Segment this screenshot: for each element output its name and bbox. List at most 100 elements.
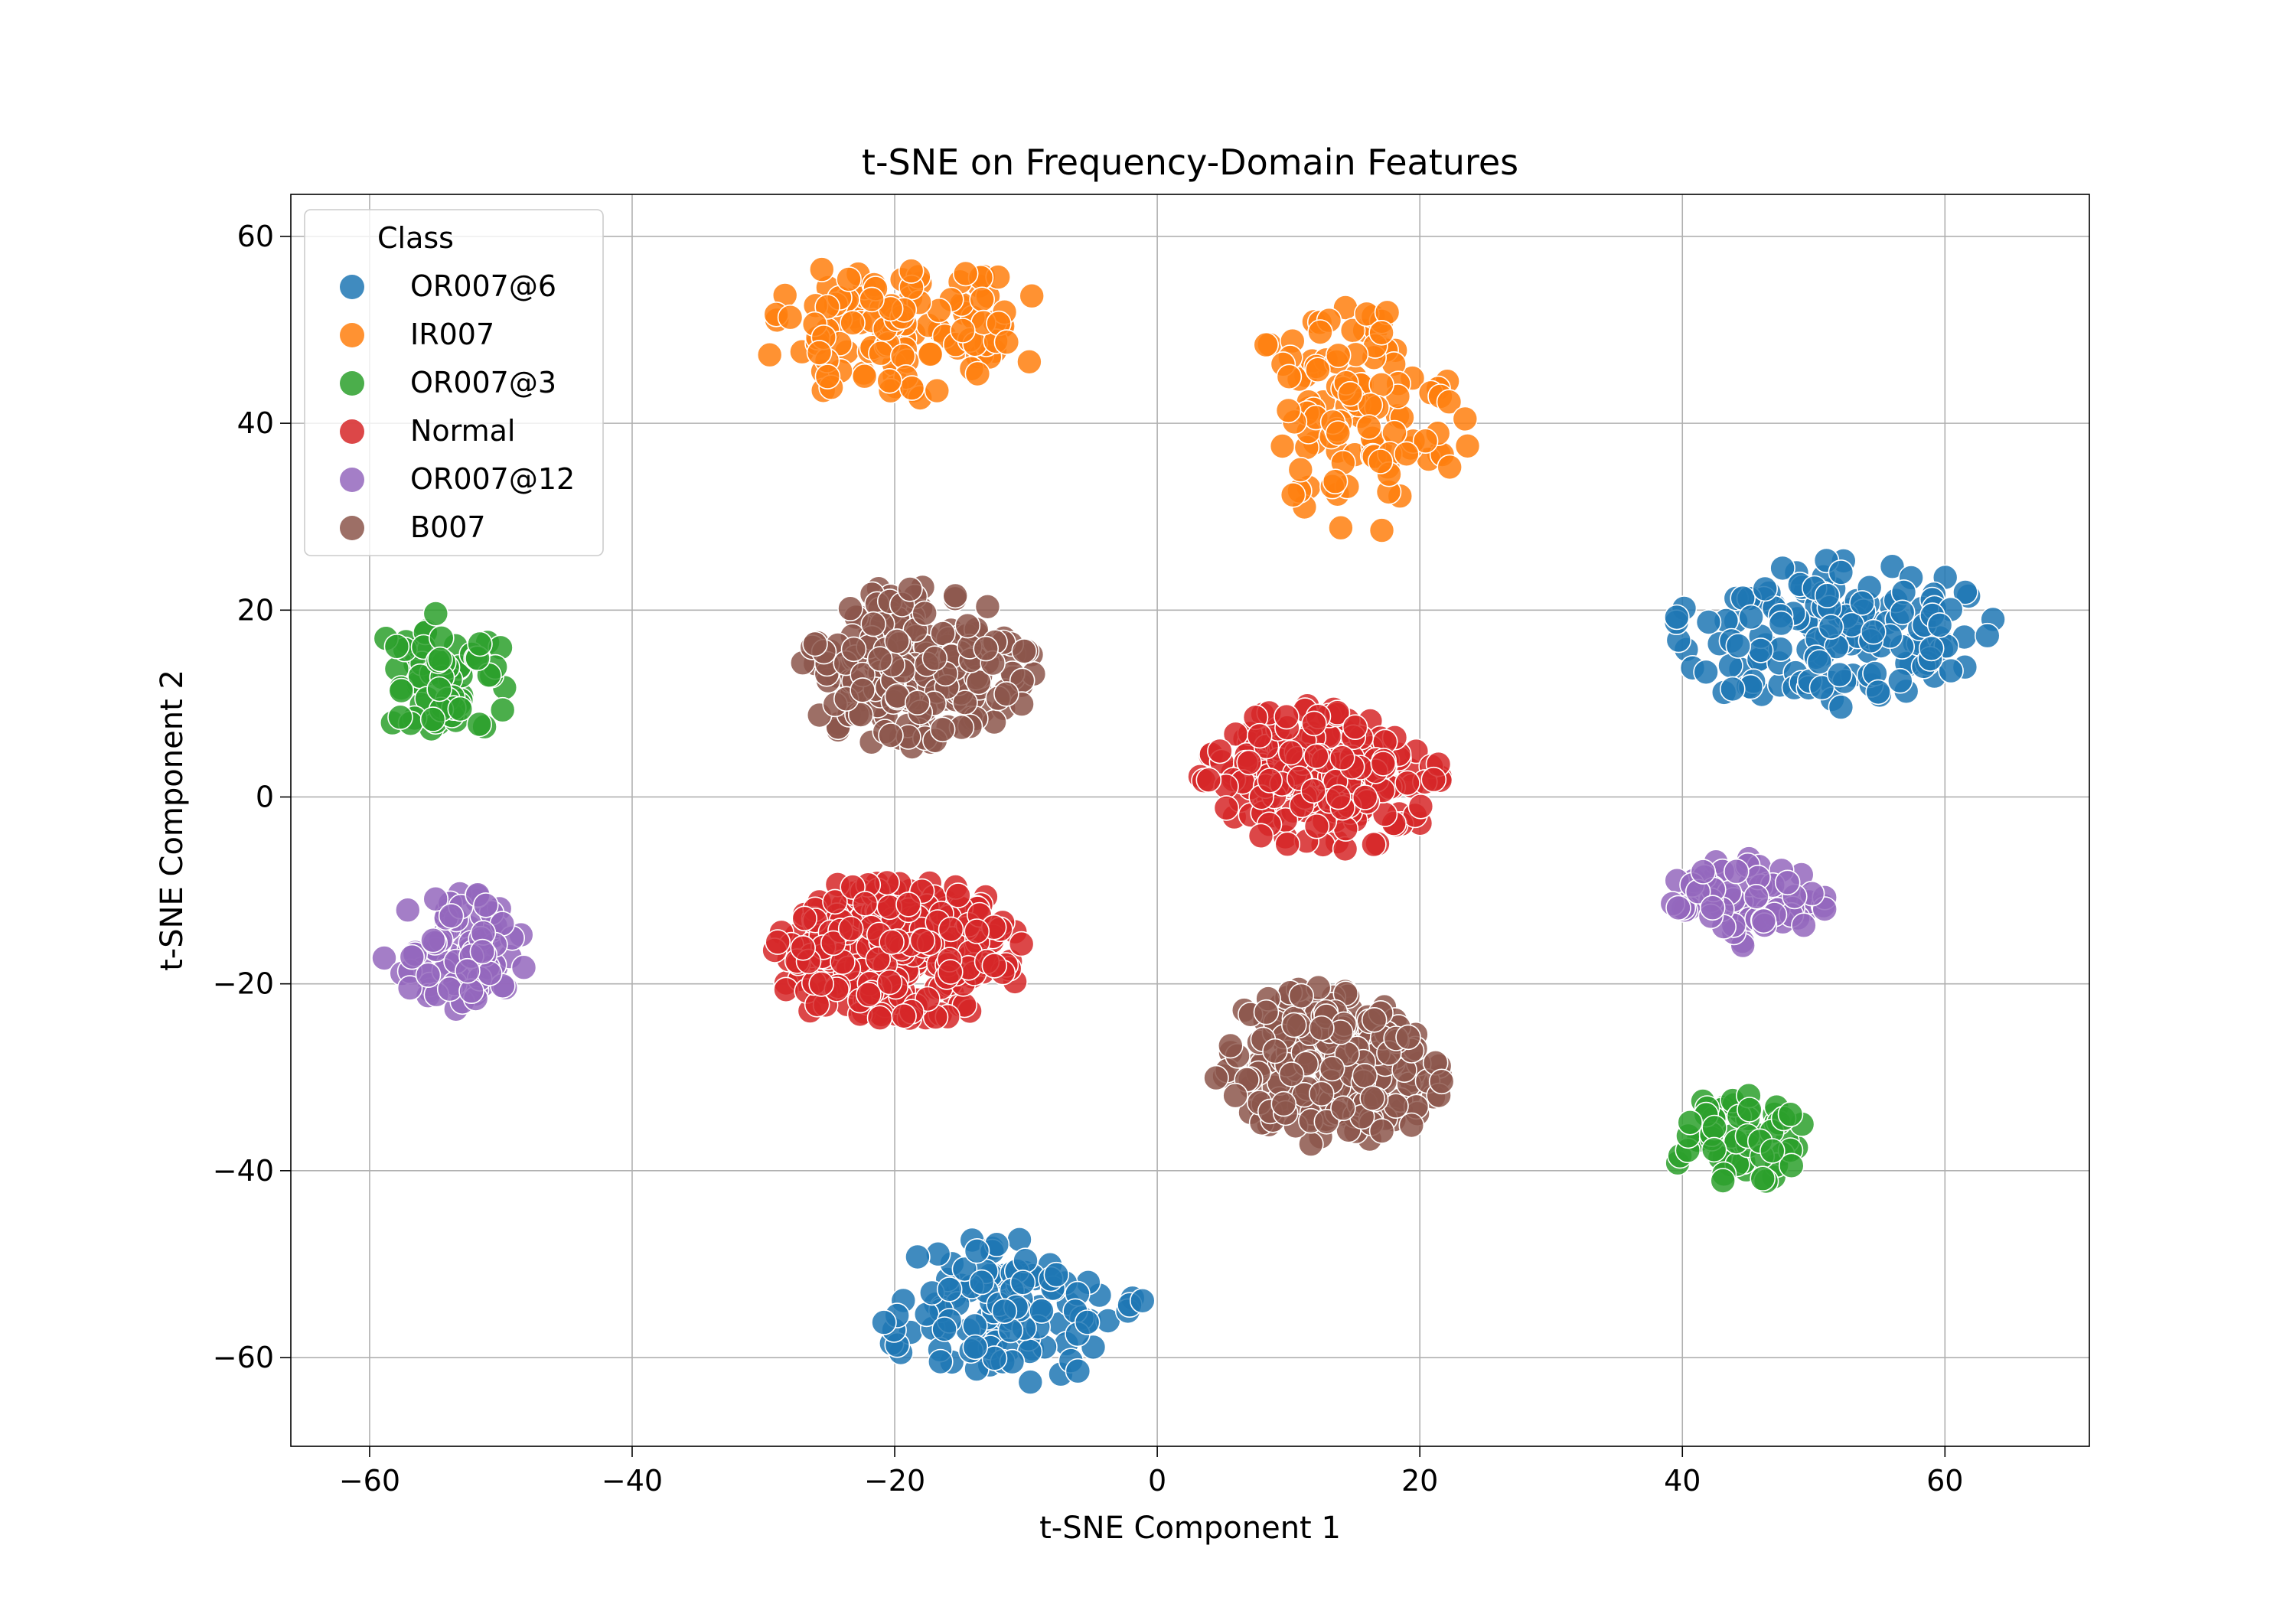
scatter-point	[917, 341, 944, 367]
scatter-point	[791, 905, 817, 932]
scatter-point	[777, 304, 804, 331]
scatter-point	[1307, 319, 1333, 345]
scatter-point	[489, 696, 516, 723]
scatter-point	[962, 1334, 989, 1361]
scatter-point	[1975, 622, 2001, 649]
scatter-point	[1791, 912, 1817, 938]
scatter-point	[1752, 575, 1778, 602]
scatter-point	[1394, 770, 1420, 797]
scatter-point	[899, 375, 925, 401]
legend-label: Normal	[410, 414, 516, 448]
grid	[291, 194, 2089, 1446]
scatter-point	[938, 916, 964, 943]
scatter-point	[938, 959, 964, 985]
scatter-point	[952, 260, 979, 287]
y-tick-label: −60	[213, 1341, 274, 1374]
scatter-point	[1889, 599, 1916, 626]
scatter-point	[1664, 604, 1690, 631]
legend-marker	[340, 323, 364, 347]
scatter-point	[954, 612, 981, 639]
scatter-point	[383, 633, 410, 660]
scatter-point	[1287, 456, 1314, 483]
scatter-point	[814, 363, 841, 390]
scatter-point	[1952, 579, 1978, 605]
scatter-point	[1693, 659, 1719, 686]
scatter-point	[447, 696, 474, 722]
scatter-point	[1368, 517, 1395, 543]
scatter-point	[905, 1244, 931, 1270]
scatter-point	[1849, 590, 1875, 616]
scatter-point	[1918, 635, 1945, 662]
scatter-point	[1342, 714, 1368, 741]
x-tick-label: 0	[1148, 1464, 1166, 1498]
scatter-point	[945, 882, 971, 908]
scatter-point	[1276, 363, 1303, 390]
scatter-point	[1826, 661, 1853, 688]
scatter-point	[1253, 331, 1279, 358]
scatter-point	[1274, 703, 1300, 730]
scatter-point	[1818, 614, 1844, 640]
scatter-point	[950, 318, 976, 344]
x-tick-label: 60	[1926, 1464, 1963, 1498]
scatter-point	[1420, 766, 1447, 793]
legend-label: B007	[410, 510, 486, 544]
scatter-point	[1828, 694, 1854, 720]
x-axis-label: t-SNE Component 1	[1039, 1511, 1341, 1546]
scatter-point	[878, 722, 904, 748]
scatter-point	[840, 310, 866, 336]
scatter-point	[1305, 357, 1331, 383]
scatter-point	[1701, 1114, 1727, 1141]
scatter-point	[1368, 1118, 1395, 1144]
scatter-point	[1309, 1015, 1335, 1041]
scatter-point	[1769, 555, 1795, 582]
scatter-point	[814, 294, 840, 320]
scatter-point	[1774, 869, 1801, 896]
scatter-point	[1887, 667, 1913, 694]
scatter-point	[1437, 454, 1463, 481]
scatter-point	[1281, 1012, 1307, 1038]
x-tick-label: 40	[1664, 1464, 1701, 1498]
scatter-point	[1330, 1095, 1356, 1121]
scatter-point	[1288, 983, 1315, 1009]
scatter-point	[1011, 638, 1037, 664]
scatter-point	[1213, 795, 1240, 821]
scatter-point	[806, 340, 833, 366]
scatter-point	[1398, 1112, 1425, 1139]
scatter-point	[912, 600, 938, 627]
scatter-point	[510, 954, 537, 980]
scatter-point	[1368, 448, 1394, 474]
scatter-point	[1436, 389, 1463, 416]
scatter-point	[1074, 1309, 1101, 1335]
scatter-point	[1328, 514, 1354, 541]
x-tick-label: −60	[339, 1464, 400, 1498]
scatter-point	[942, 582, 968, 609]
scatter-point	[936, 1276, 963, 1302]
scatter-point	[1738, 604, 1764, 631]
scatter-point	[964, 360, 991, 387]
legend-marker	[340, 516, 364, 540]
scatter-point	[1130, 1288, 1156, 1314]
scatter-point	[876, 969, 903, 996]
scatter-point	[1274, 831, 1300, 857]
scatter-point	[898, 258, 925, 284]
scatter-point	[876, 367, 902, 394]
x-tick-label: 20	[1401, 1464, 1438, 1498]
scatter-point	[1326, 784, 1352, 810]
scatter-point	[1381, 419, 1407, 446]
scatter-point	[1222, 1082, 1248, 1109]
scatter-point	[871, 1309, 897, 1335]
y-tick-label: −40	[213, 1154, 274, 1188]
scatter-point	[1361, 1007, 1388, 1033]
scatter-point	[856, 981, 882, 1008]
scatter-point	[1325, 420, 1352, 446]
axis-ticks: −60 −40 −20 0 20 40 60 −60 −40 −20 0 20 40 60	[213, 220, 1964, 1498]
scatter-point	[467, 631, 493, 657]
scatter-point	[837, 915, 864, 942]
scatter-point	[1247, 722, 1273, 749]
scatter-point	[469, 938, 496, 965]
scatter-point	[765, 929, 791, 955]
scatter-point	[1300, 777, 1326, 804]
scatter-point	[1319, 1055, 1345, 1082]
scatter-point	[394, 897, 421, 923]
